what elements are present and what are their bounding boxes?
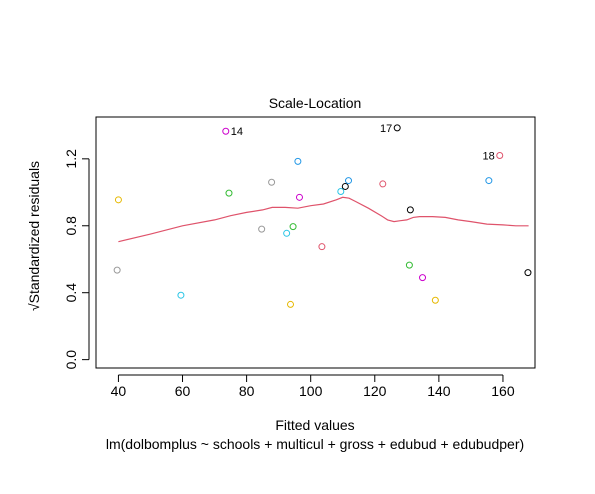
data-point [496, 151, 504, 159]
model-formula-subtitle: lm(dolbomplus ~ schools + multicul + gro… [106, 436, 524, 452]
data-point [345, 177, 353, 185]
y-axis-title: √Standardized residuals [26, 161, 42, 311]
data-point [295, 193, 303, 201]
y-tick-label: 1.2 [63, 149, 79, 169]
points-group [113, 124, 532, 308]
y-tick-label: 0.8 [63, 216, 79, 236]
y-tick-label: 0.0 [63, 350, 79, 370]
point-label: 17 [380, 123, 392, 135]
data-point [341, 182, 349, 190]
data-point [337, 187, 345, 195]
data-point [283, 229, 291, 237]
x-tick-label: 140 [427, 383, 451, 399]
point-labels-group: 14 17 18 [231, 123, 495, 163]
x-tick-label: 120 [363, 383, 387, 399]
y-tick-label: 0.4 [63, 283, 79, 303]
point-label: 18 [483, 150, 495, 162]
data-point [379, 180, 387, 188]
x-tick-label: 40 [111, 383, 127, 399]
y-axis: 0.0 0.4 0.8 1.2 [63, 149, 90, 370]
x-tick-label: 100 [299, 383, 323, 399]
data-point [258, 225, 266, 233]
data-point [113, 266, 121, 274]
data-point [393, 124, 401, 132]
x-tick-label: 60 [175, 383, 191, 399]
data-point [406, 206, 414, 214]
point-label: 14 [231, 126, 243, 138]
chart-title: Scale-Location [269, 95, 362, 111]
x-axis-title: Fitted values [275, 417, 354, 433]
x-axis: 40 60 80 100 120 140 160 [111, 374, 515, 399]
data-point [287, 300, 295, 308]
data-point [177, 291, 185, 299]
x-tick-label: 160 [491, 383, 515, 399]
data-point [114, 196, 122, 204]
data-point [524, 269, 532, 277]
data-point [419, 274, 427, 282]
data-point [222, 127, 230, 135]
data-point [225, 189, 233, 197]
data-point [289, 223, 297, 231]
data-point [268, 178, 276, 186]
data-point [318, 243, 326, 251]
data-point [485, 177, 493, 185]
data-point [405, 261, 413, 269]
smooth-line-group [118, 196, 529, 243]
plot-frame [95, 116, 536, 369]
data-point [294, 157, 302, 165]
data-point [431, 296, 439, 304]
smooth-line [118, 196, 529, 243]
x-tick-label: 80 [239, 383, 255, 399]
